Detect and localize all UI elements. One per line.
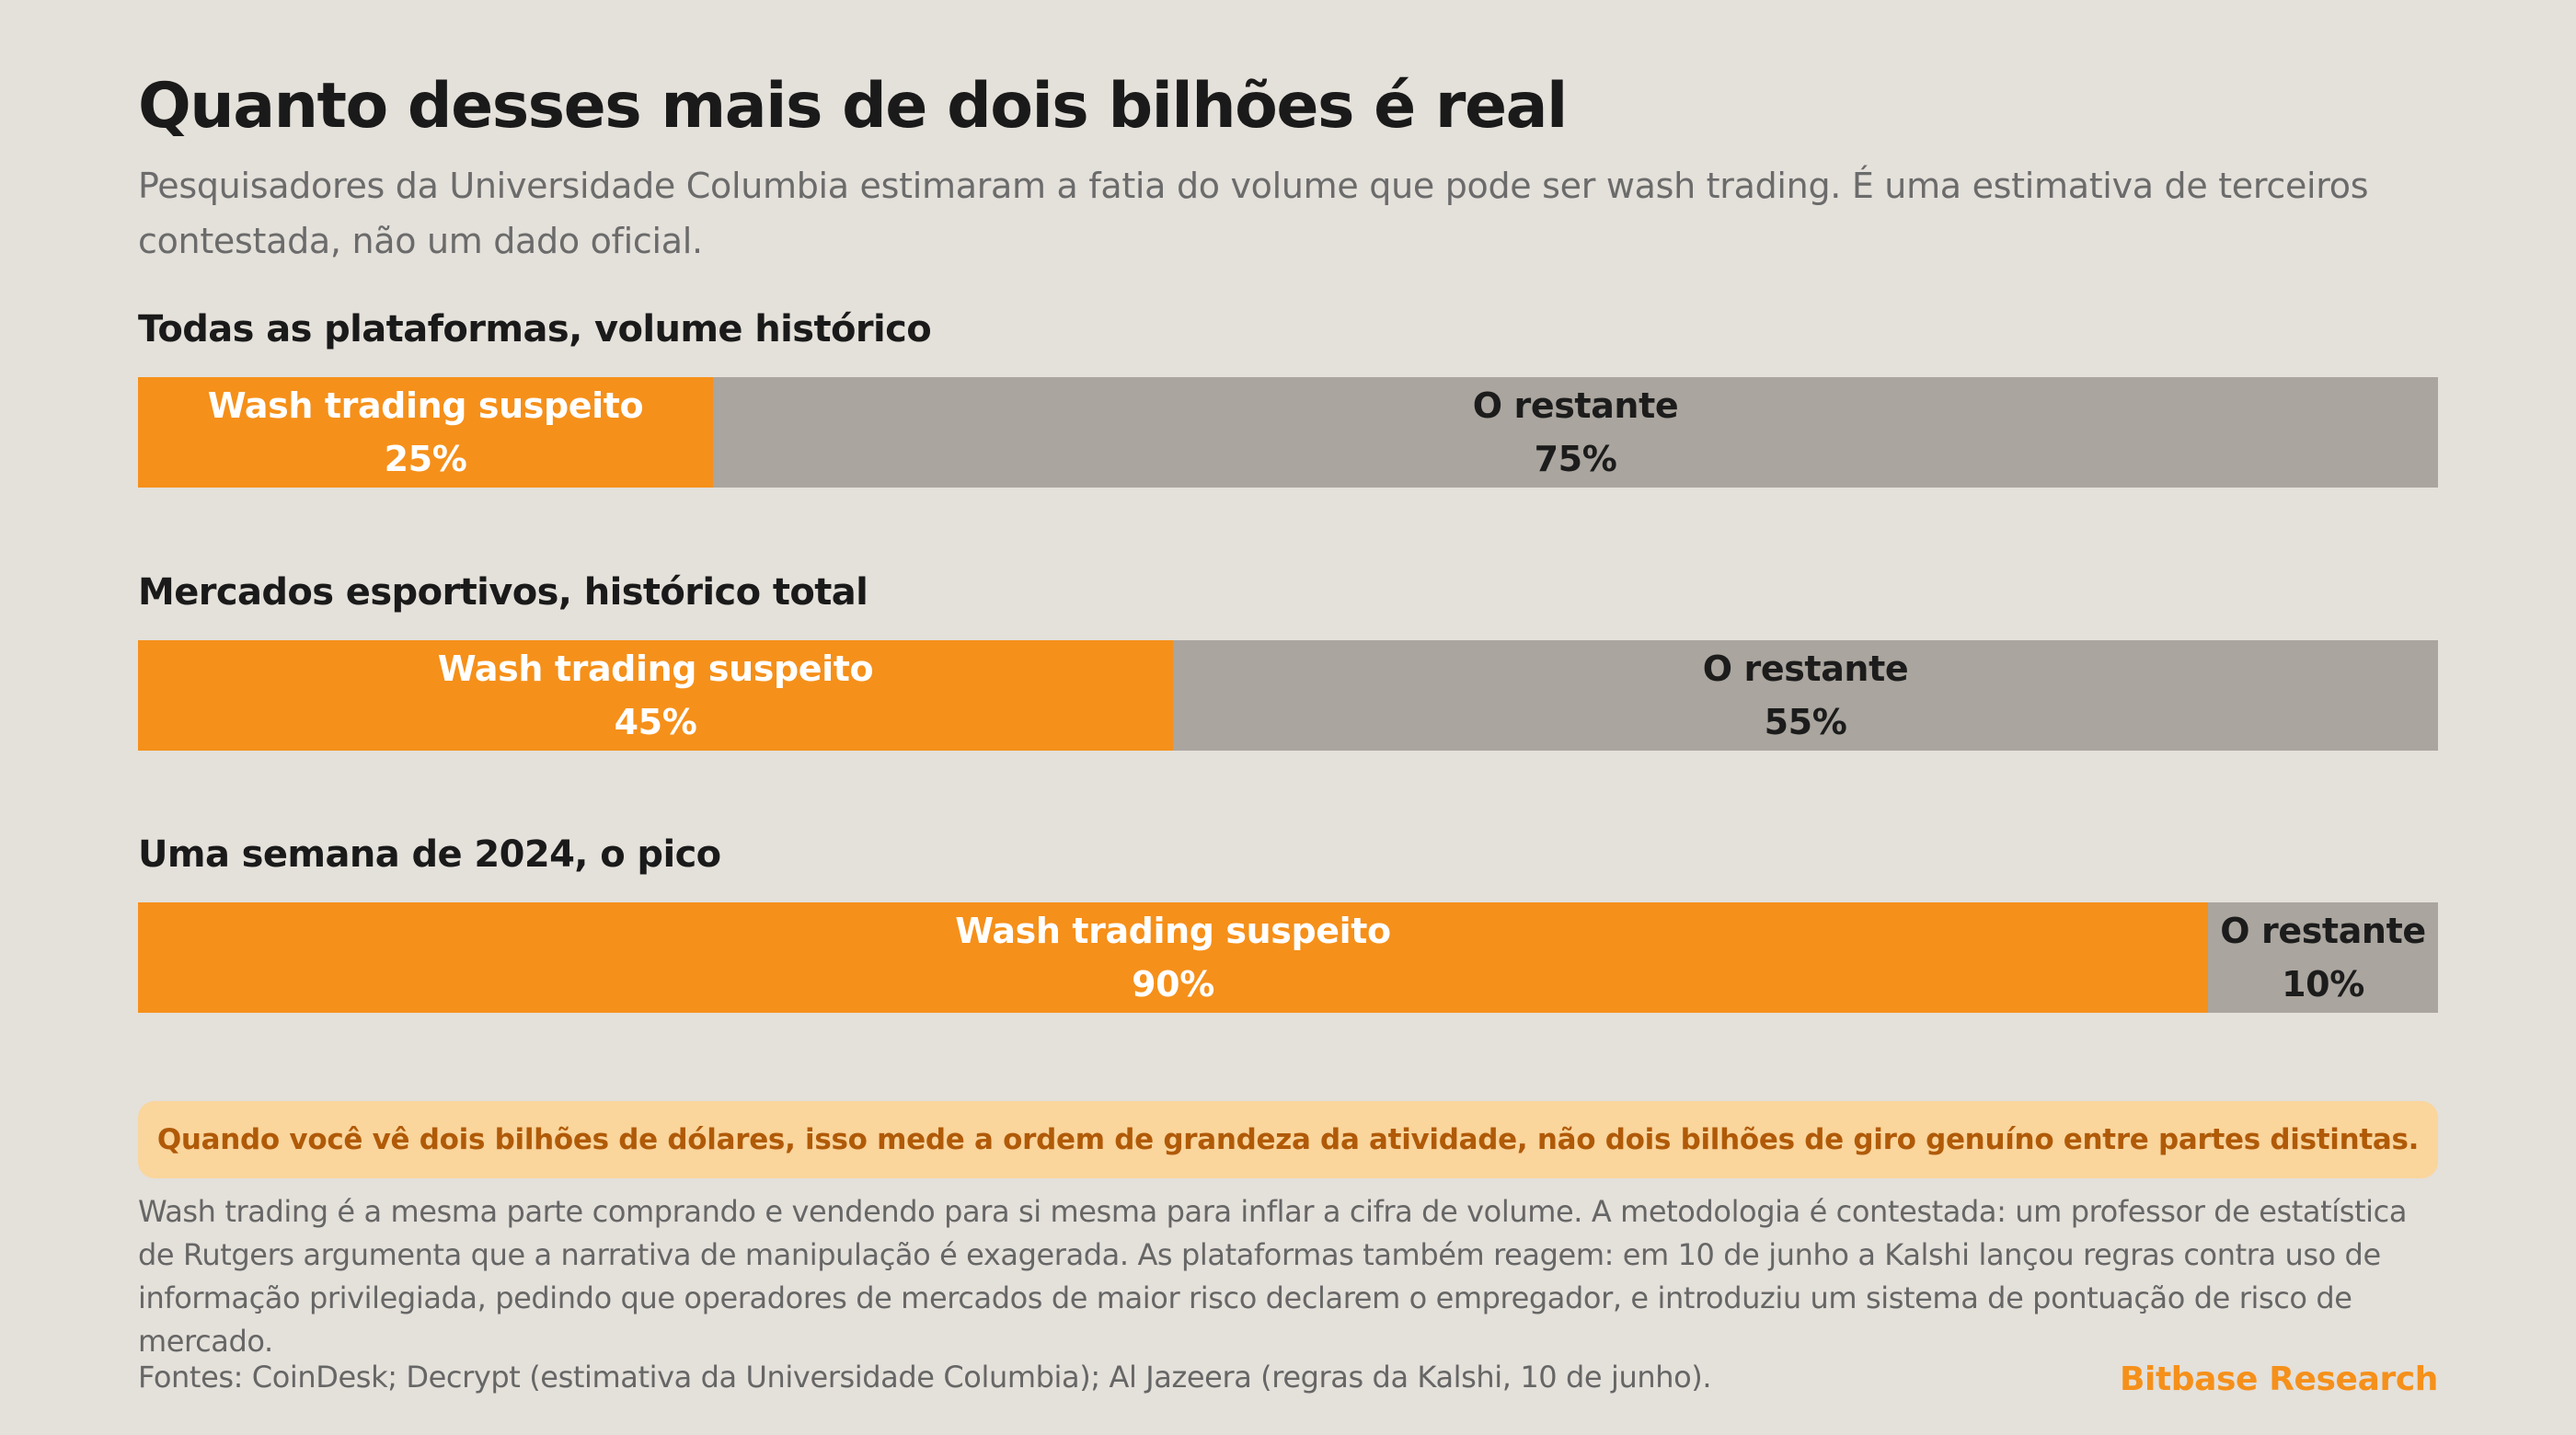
chart-title: Mercados esportivos, histórico total — [138, 571, 868, 614]
bar-segment-rest: O restante 10% — [2208, 902, 2438, 1013]
chart-title: Todas as plataformas, volume histórico — [138, 308, 932, 350]
bar-segment-rest: O restante 55% — [1173, 640, 2438, 751]
segment-label: O restante — [1702, 649, 1909, 689]
bar-segment-wash: Wash trading suspeito 90% — [138, 902, 2208, 1013]
segment-label: Wash trading suspeito — [207, 385, 644, 426]
bar-segment-wash: Wash trading suspeito 25% — [138, 377, 713, 488]
segment-value: 10% — [2282, 964, 2364, 1004]
chart-peak-week: Uma semana de 2024, o pico Wash trading … — [138, 827, 2438, 1013]
segment-label: Wash trading suspeito — [955, 911, 1391, 951]
sources-text: Fontes: CoinDesk; Decrypt (estimativa da… — [138, 1360, 1712, 1395]
segment-label: Wash trading suspeito — [437, 649, 874, 689]
callout-note: Quando você vê dois bilhões de dólares, … — [138, 1101, 2438, 1178]
explanation-text: Wash trading é a mesma parte comprando e… — [138, 1194, 2408, 1359]
brand-label: Bitbase Research — [2119, 1360, 2438, 1398]
segment-value: 55% — [1764, 702, 1847, 742]
segment-label: O restante — [2220, 911, 2426, 951]
segment-label: O restante — [1472, 385, 1679, 426]
chart-sports-markets: Mercados esportivos, histórico total Was… — [138, 565, 2438, 751]
page-title: Quanto desses mais de dois bilhões é rea… — [138, 70, 1568, 143]
segment-value: 25% — [384, 439, 467, 479]
segment-value: 90% — [1132, 964, 1214, 1004]
stacked-bar: Wash trading suspeito 90% O restante 10% — [138, 902, 2438, 1013]
segment-value: 75% — [1534, 439, 1617, 479]
chart-all-platforms: Todas as plataformas, volume histórico W… — [138, 302, 2438, 488]
segment-value: 45% — [614, 702, 697, 742]
stacked-bar: Wash trading suspeito 45% O restante 55% — [138, 640, 2438, 751]
page-subtitle: Pesquisadores da Universidade Columbia e… — [138, 166, 2369, 261]
bar-segment-wash: Wash trading suspeito 45% — [138, 640, 1173, 751]
stacked-bar: Wash trading suspeito 25% O restante 75% — [138, 377, 2438, 488]
chart-title: Uma semana de 2024, o pico — [138, 833, 721, 876]
bar-segment-rest: O restante 75% — [713, 377, 2438, 488]
